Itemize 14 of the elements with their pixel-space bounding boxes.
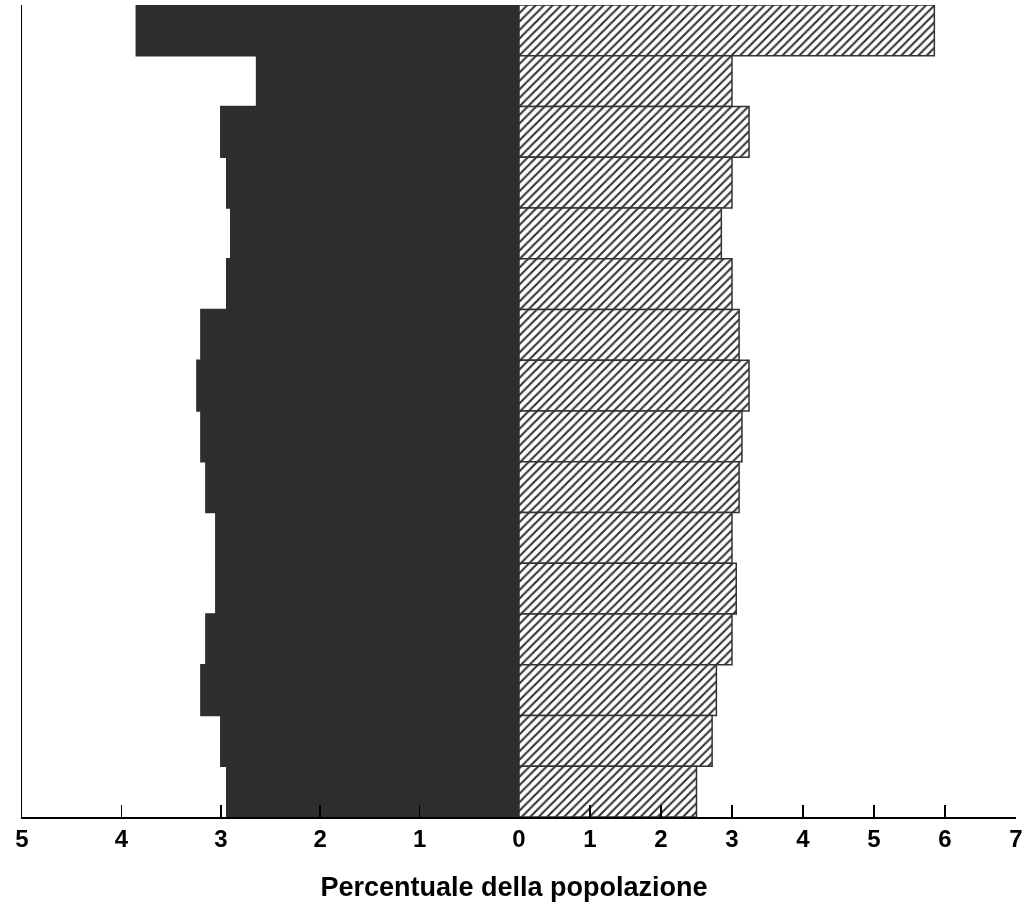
x-tick-label: 2 [654,825,668,853]
x-tick-label: 4 [114,825,129,853]
x-tick-label: 3 [725,825,739,853]
x-tick-label: 2 [313,825,327,853]
x-tick-label: 5 [867,825,881,853]
x-tick-label: 1 [583,825,597,853]
x-tick-label: 4 [796,825,811,853]
x-tick-label: 3 [214,825,228,853]
x-axis-title: Percentuale della popolazione [319,872,709,903]
x-tick-label: 0 [512,825,526,853]
x-tick-label: 7 [1009,825,1023,853]
x-tick-label: 1 [412,825,427,853]
x-tick-label: 5 [15,825,29,853]
x-tick-label: 6 [938,825,952,853]
